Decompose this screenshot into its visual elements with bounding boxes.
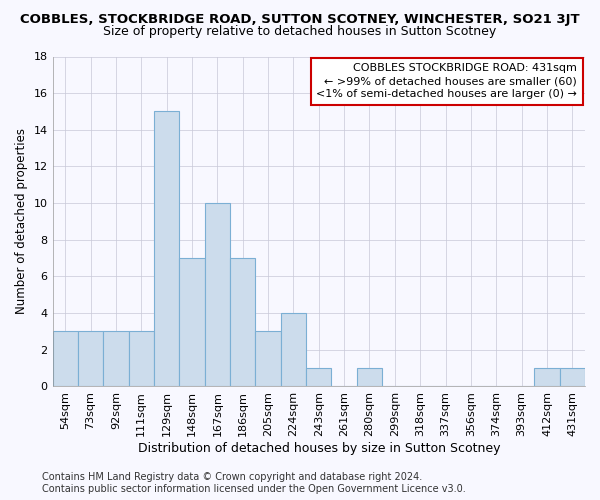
Text: Size of property relative to detached houses in Sutton Scotney: Size of property relative to detached ho…	[103, 25, 497, 38]
Bar	[78, 332, 103, 386]
Bar	[256, 332, 281, 386]
Bar	[205, 203, 230, 386]
X-axis label: Distribution of detached houses by size in Sutton Scotney: Distribution of detached houses by size …	[137, 442, 500, 455]
Bar	[306, 368, 331, 386]
Text: COBBLES STOCKBRIDGE ROAD: 431sqm
← >99% of detached houses are smaller (60)
<1% : COBBLES STOCKBRIDGE ROAD: 431sqm ← >99% …	[316, 63, 577, 100]
Bar	[357, 368, 382, 386]
Text: COBBLES, STOCKBRIDGE ROAD, SUTTON SCOTNEY, WINCHESTER, SO21 3JT: COBBLES, STOCKBRIDGE ROAD, SUTTON SCOTNE…	[20, 12, 580, 26]
Bar	[560, 368, 585, 386]
Bar	[128, 332, 154, 386]
Bar	[154, 112, 179, 386]
Bar	[103, 332, 128, 386]
Y-axis label: Number of detached properties: Number of detached properties	[15, 128, 28, 314]
Bar	[179, 258, 205, 386]
Text: Contains HM Land Registry data © Crown copyright and database right 2024.
Contai: Contains HM Land Registry data © Crown c…	[42, 472, 466, 494]
Bar	[281, 313, 306, 386]
Bar	[534, 368, 560, 386]
Bar	[53, 332, 78, 386]
Bar	[230, 258, 256, 386]
